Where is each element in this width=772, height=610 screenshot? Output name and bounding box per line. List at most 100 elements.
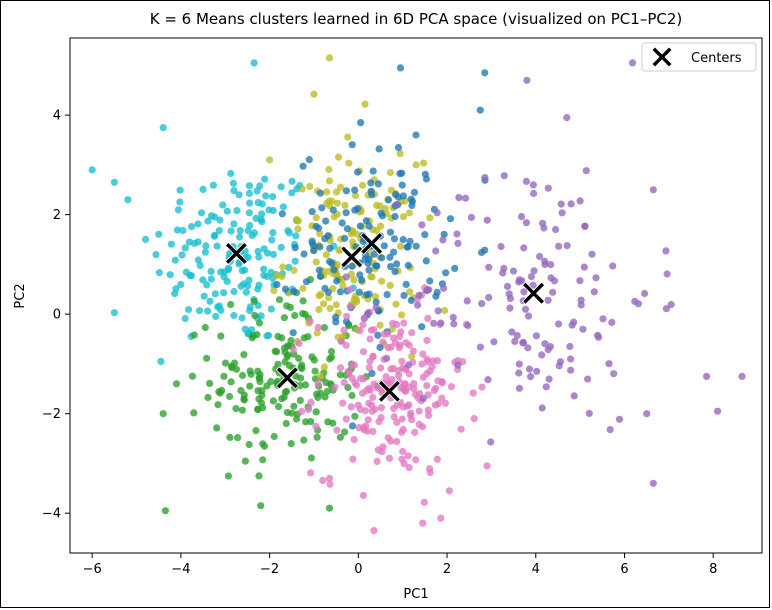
data-point-cluster-2 xyxy=(270,287,278,295)
data-point-cluster-5 xyxy=(483,216,491,224)
data-point-cluster-3 xyxy=(299,162,307,170)
data-point-cluster-0 xyxy=(269,229,277,237)
data-point-cluster-3 xyxy=(305,156,313,164)
data-point-cluster-5 xyxy=(464,321,472,330)
data-point-cluster-1 xyxy=(313,390,321,398)
data-point-cluster-0 xyxy=(261,175,269,183)
data-point-cluster-0 xyxy=(179,226,187,235)
data-point-cluster-0 xyxy=(258,218,266,226)
data-point-cluster-3 xyxy=(341,234,349,242)
data-point-cluster-4 xyxy=(396,341,404,349)
data-point-cluster-3 xyxy=(348,262,356,270)
data-point-cluster-2 xyxy=(332,301,340,309)
data-point-cluster-3 xyxy=(316,189,324,197)
data-point-cluster-4 xyxy=(410,385,418,393)
data-point-cluster-3 xyxy=(391,268,399,276)
data-point-cluster-5 xyxy=(599,315,607,323)
data-point-cluster-5 xyxy=(606,426,614,434)
data-point-cluster-3 xyxy=(396,64,405,72)
data-point-cluster-4 xyxy=(331,383,339,391)
data-point-cluster-4 xyxy=(415,420,423,428)
data-point-cluster-0 xyxy=(199,185,207,193)
data-point-cluster-3 xyxy=(338,219,346,227)
data-point-cluster-5 xyxy=(419,394,427,402)
data-point-cluster-5 xyxy=(662,305,671,313)
data-point-cluster-5 xyxy=(577,301,585,309)
data-point-cluster-4 xyxy=(398,455,406,463)
x-axis-ticks: −6 −4 −2 0 2 4 6 8 xyxy=(83,553,717,577)
data-point-cluster-1 xyxy=(246,382,254,390)
data-point-cluster-3 xyxy=(326,244,334,252)
data-point-cluster-4 xyxy=(405,464,413,472)
data-point-cluster-5 xyxy=(490,338,498,346)
data-point-cluster-5 xyxy=(530,267,538,275)
data-point-cluster-5 xyxy=(527,373,535,381)
cluster-center-marker-2 xyxy=(340,245,364,269)
data-point-cluster-4 xyxy=(447,383,455,391)
data-point-cluster-5 xyxy=(566,342,574,351)
data-point-cluster-2 xyxy=(387,186,395,194)
data-point-cluster-4 xyxy=(347,403,355,411)
data-point-cluster-2 xyxy=(310,90,318,98)
data-point-cluster-2 xyxy=(367,273,375,281)
data-point-cluster-1 xyxy=(328,353,336,361)
data-point-cluster-4 xyxy=(431,401,439,409)
data-point-cluster-3 xyxy=(399,236,407,244)
data-point-cluster-4 xyxy=(351,379,359,387)
data-point-cluster-1 xyxy=(267,378,275,386)
data-point-cluster-0 xyxy=(155,230,163,238)
data-point-cluster-5 xyxy=(563,114,571,122)
data-point-cluster-0 xyxy=(244,253,252,261)
data-point-cluster-2 xyxy=(399,213,408,221)
data-point-cluster-4 xyxy=(368,407,376,415)
data-point-cluster-3 xyxy=(370,250,378,258)
data-point-cluster-4 xyxy=(438,379,446,387)
data-point-cluster-2 xyxy=(306,182,314,191)
data-point-cluster-4 xyxy=(400,319,408,327)
data-point-cluster-5 xyxy=(497,242,505,251)
data-point-cluster-5 xyxy=(415,291,423,299)
data-point-cluster-0 xyxy=(288,177,296,185)
data-point-cluster-1 xyxy=(227,378,235,386)
data-point-cluster-5 xyxy=(588,250,596,258)
data-point-cluster-0 xyxy=(229,179,237,187)
data-point-cluster-5 xyxy=(509,267,518,275)
data-point-cluster-3 xyxy=(308,208,316,216)
data-point-cluster-3 xyxy=(390,248,398,256)
data-point-cluster-1 xyxy=(203,354,211,362)
data-point-cluster-1 xyxy=(226,392,234,401)
data-point-cluster-0 xyxy=(277,183,285,191)
data-point-cluster-4 xyxy=(350,361,358,369)
data-point-cluster-5 xyxy=(434,307,442,315)
data-point-cluster-4 xyxy=(410,380,418,388)
data-point-cluster-0 xyxy=(207,275,215,283)
data-point-cluster-0 xyxy=(277,243,285,251)
data-point-cluster-4 xyxy=(360,314,369,322)
data-point-cluster-5 xyxy=(437,319,445,327)
data-point-cluster-4 xyxy=(326,480,334,488)
data-point-cluster-5 xyxy=(500,172,508,180)
data-point-cluster-5 xyxy=(503,282,512,290)
data-point-cluster-4 xyxy=(399,447,407,456)
data-point-cluster-5 xyxy=(563,242,571,250)
data-point-cluster-5 xyxy=(541,340,549,348)
data-point-cluster-3 xyxy=(426,277,434,285)
data-point-cluster-2 xyxy=(325,197,333,205)
data-point-cluster-5 xyxy=(558,209,566,217)
data-point-cluster-4 xyxy=(369,393,377,401)
data-point-cluster-3 xyxy=(356,222,364,230)
data-point-cluster-0 xyxy=(242,288,250,296)
data-point-cluster-0 xyxy=(293,185,301,193)
y-tick-label: −4 xyxy=(42,507,61,522)
data-point-cluster-1 xyxy=(285,361,293,369)
data-point-cluster-0 xyxy=(211,290,219,298)
data-point-cluster-5 xyxy=(541,260,549,269)
data-point-cluster-2 xyxy=(333,188,341,196)
data-point-cluster-1 xyxy=(241,457,249,465)
data-point-cluster-2 xyxy=(353,230,361,238)
data-point-cluster-4 xyxy=(359,491,367,500)
data-point-cluster-5 xyxy=(585,409,593,417)
data-point-cluster-4 xyxy=(360,426,368,434)
data-point-cluster-0 xyxy=(223,277,231,285)
data-point-cluster-5 xyxy=(714,407,722,415)
